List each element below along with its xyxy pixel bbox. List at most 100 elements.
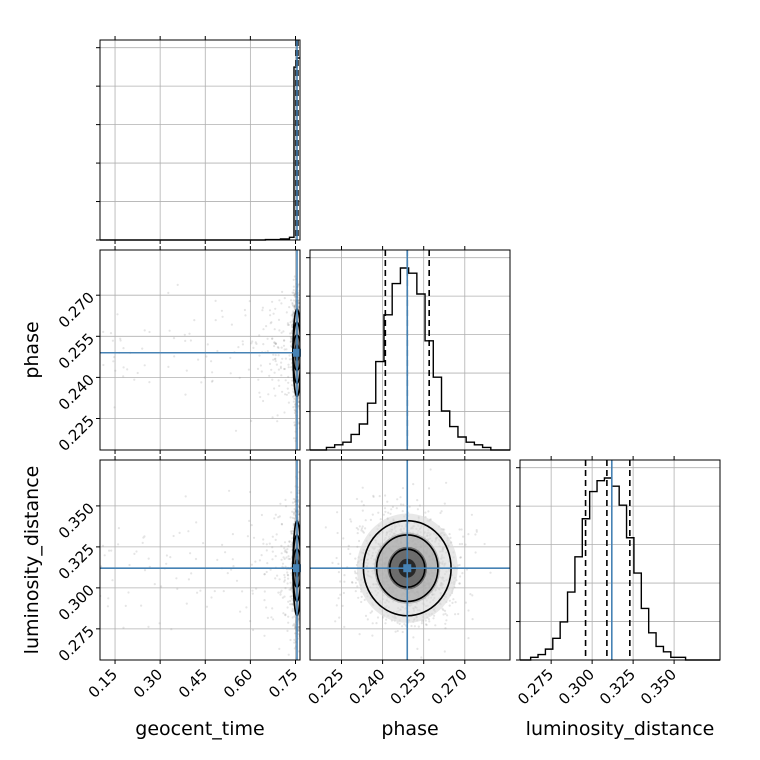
sample-point [274,360,277,363]
sample-point [274,342,277,345]
sample-point [474,551,477,554]
sample-point [241,343,244,346]
sample-point [445,619,448,622]
sample-point [283,339,286,342]
sample-point [278,578,281,581]
sample-point [443,528,446,531]
sample-point [290,491,293,494]
sample-point [355,526,358,530]
x-axis-title-luminosity_distance: luminosity_distance [526,718,715,740]
sample-point [265,606,268,609]
sample-point [336,531,339,535]
sample-point [290,595,293,598]
sample-point [290,338,293,341]
sample-point [282,556,285,559]
sample-point [475,529,478,532]
x-tick-label: 0.15 [85,665,121,701]
sample-point [452,598,455,601]
sample-point [366,618,369,621]
sample-point [224,551,227,554]
panel-frame [519,459,721,661]
sample-point [202,542,205,545]
sample-point [293,397,296,400]
sample-point [297,625,300,629]
sample-point [286,322,289,325]
sample-point [273,517,276,520]
sample-point [357,528,360,531]
sample-point [294,409,297,412]
sample-point [251,592,254,595]
sample-point [301,362,303,364]
sample-point [266,562,269,565]
sample-point [117,527,120,530]
sample-point [266,337,269,340]
panel-background [310,250,510,450]
sample-point [195,521,198,524]
sample-point [274,538,277,542]
sample-point [281,390,284,393]
sample-point [293,508,296,511]
sample-point [280,522,283,526]
sample-point [293,512,296,515]
sample-point [297,302,300,305]
sample-point [339,580,342,583]
sample-point [294,627,297,630]
sample-point [291,624,295,627]
sample-point [443,502,446,505]
sample-point [289,595,292,598]
sample-point [442,613,445,616]
sample-point [203,376,206,379]
sample-point [287,555,290,558]
x-tick-label: 0.60 [220,665,256,701]
sample-point [294,405,297,408]
sample-point [221,543,224,547]
sample-point [262,343,265,346]
sample-point [210,596,213,599]
sample-point [273,328,276,331]
sample-point [122,347,125,350]
sample-point [290,563,293,566]
sample-point [467,609,470,612]
sample-point [214,299,217,302]
sample-point [399,496,402,499]
sample-point [239,610,242,613]
sample-point [351,581,354,584]
sample-point [288,557,292,561]
sample-point [274,342,278,345]
sample-point [302,586,304,588]
x-tick-label: 0.255 [387,665,430,708]
sample-point [401,625,404,628]
sample-point [371,513,374,516]
sample-point [280,361,283,364]
sample-point [291,608,294,611]
sample-point [291,319,294,322]
sample-point [303,358,305,360]
sample-point [283,367,286,371]
sample-point [291,510,294,513]
sample-point [401,510,404,513]
sample-point [289,603,292,606]
sample-point [443,650,446,653]
sample-point [280,552,283,555]
sample-point [283,573,286,577]
sample-point [117,543,120,546]
sample-point [187,578,190,581]
sample-point [274,354,277,357]
sample-point [408,505,411,508]
sample-point [260,513,263,517]
sample-point [293,623,296,627]
sample-point [235,579,239,582]
sample-point [288,540,291,543]
sample-point [167,291,170,294]
sample-point [286,573,289,577]
sample-point [291,324,294,327]
sample-point [360,529,363,532]
sample-point [256,367,260,370]
panel-frame [99,249,301,451]
sample-point [274,342,277,345]
sample-point [364,527,367,530]
sample-point [259,364,262,367]
sample-point [457,612,460,616]
sample-point [292,395,295,398]
